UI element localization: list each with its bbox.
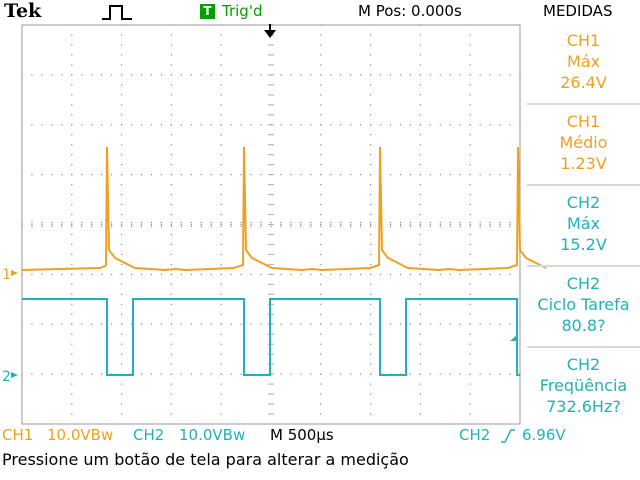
ch2-label: CH2 — [133, 426, 165, 444]
measurement-3[interactable]: CH2 Máx 15.2V — [527, 186, 640, 267]
measurement-menu: CH1 Máx 26.4V CH1 Médio 1.23V CH2 Máx 15… — [527, 24, 640, 424]
trigger-position-marker — [264, 30, 276, 38]
timebase: M 500µs — [270, 426, 334, 444]
rising-edge-icon — [501, 429, 515, 443]
measurement-channel: CH2 — [566, 355, 601, 374]
measurement-value: 80.8? — [561, 316, 606, 335]
trigger-indicator-icon: T — [200, 4, 215, 19]
ch1-scale: 10.0VBw — [47, 426, 114, 444]
pulse-trigger-icon — [102, 5, 132, 20]
measurement-value: 732.6Hz? — [546, 397, 621, 416]
ch2-waveform — [22, 298, 520, 376]
trigger-status: Trig'd — [222, 2, 263, 20]
measurement-type: Máx — [566, 52, 601, 71]
measurement-type: Máx — [566, 214, 601, 233]
horizontal-position: M Pos: 0.000s — [358, 2, 462, 20]
measurement-2[interactable]: CH1 Médio 1.23V — [527, 105, 640, 186]
measurement-channel: CH2 — [566, 274, 601, 293]
ch1-ground-marker: 1 — [2, 267, 11, 283]
menu-title: MEDIDAS — [543, 2, 613, 20]
top-status-bar: Tek T Trig'd M Pos: 0.000s MEDIDAS — [0, 0, 640, 24]
measurement-4[interactable]: CH2 Ciclo Tarefa 80.8? — [527, 267, 640, 348]
measurement-channel: CH1 — [566, 31, 601, 50]
trigger-source: CH2 — [459, 426, 491, 444]
ch2-marker-arrow-icon — [11, 372, 18, 378]
ch2-ground-marker: 2 — [2, 369, 11, 385]
graticule — [21, 24, 521, 425]
ch1-waveform — [21, 146, 547, 272]
measurement-value: 26.4V — [560, 73, 607, 92]
measurement-channel: CH1 — [566, 112, 601, 131]
measurement-type: Ciclo Tarefa — [537, 295, 630, 314]
measurement-1[interactable]: CH1 Máx 26.4V — [527, 24, 640, 105]
measurement-type: Médio — [559, 133, 608, 152]
channel-settings-bar: CH1 10.0VBw CH2 10.0VBw M 500µs CH2 6.96… — [0, 426, 640, 446]
measurement-channel: CH2 — [566, 193, 601, 212]
measurement-value: 1.23V — [560, 154, 607, 173]
ch2-scale: 10.0VBw — [179, 426, 246, 444]
measurement-type: Freqüência — [539, 376, 628, 395]
ch1-marker-arrow-icon — [11, 270, 18, 276]
brand-logo: Tek — [4, 0, 42, 22]
ch1-label: CH1 — [2, 426, 34, 444]
trigger-level-marker-icon — [510, 335, 517, 341]
measurement-5[interactable]: CH2 Freqüência 732.6Hz? — [527, 348, 640, 427]
measurement-value: 15.2V — [560, 235, 607, 254]
status-message: Pressione um botão de tela para alterar … — [2, 450, 409, 469]
trigger-level: 6.96V — [522, 426, 566, 444]
